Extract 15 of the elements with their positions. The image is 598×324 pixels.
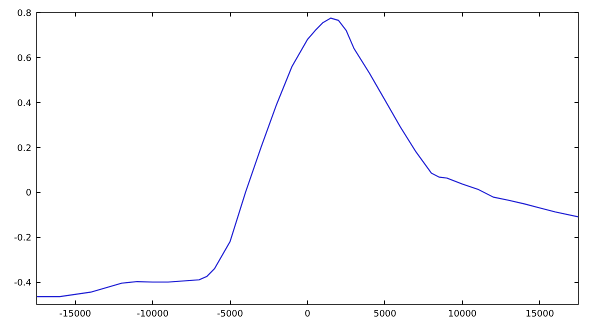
- y-tick-label: 0.4: [17, 98, 32, 109]
- y-tick-label: -0.4: [14, 278, 32, 289]
- x-tick-label: 5000: [373, 310, 397, 320]
- x-tick-label: 0: [304, 310, 311, 320]
- y-tick-label: -0.2: [14, 234, 32, 244]
- x-tick-label: -10000: [136, 310, 169, 320]
- x-tick-label: -15000: [59, 310, 92, 320]
- y-tick-label: 0: [26, 188, 32, 199]
- x-tick-label: 15000: [525, 310, 554, 320]
- y-tick-label: 0.6: [17, 54, 32, 64]
- x-tick-label: -5000: [216, 310, 244, 320]
- y-tick-label: 0.2: [17, 144, 32, 154]
- x-tick-label: 10000: [448, 310, 477, 320]
- line-series: [36, 18, 578, 298]
- y-tick-label: 0.8: [17, 9, 32, 19]
